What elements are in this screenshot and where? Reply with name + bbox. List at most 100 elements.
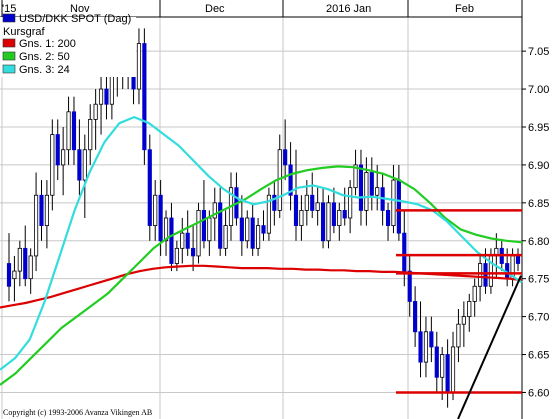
candle-body: [169, 217, 174, 264]
candle: [434, 331, 439, 393]
candle: [201, 180, 207, 249]
candle: [28, 248, 33, 294]
candle-body: [218, 202, 223, 249]
candle-body: [315, 202, 320, 211]
candle-body: [163, 217, 169, 242]
candle: [82, 134, 87, 218]
candle: [163, 210, 169, 256]
candle-body: [423, 331, 429, 363]
candle-body: [337, 210, 342, 226]
candle-body: [185, 232, 190, 249]
moving-average-line: [0, 115, 523, 371]
candle: [461, 301, 466, 347]
y-tick-label: 7.05: [528, 46, 549, 58]
candle: [55, 119, 60, 181]
candle-body: [515, 255, 521, 264]
candle-body: [33, 194, 39, 257]
candle: [418, 301, 423, 378]
candle: [369, 157, 374, 211]
candle: [239, 195, 244, 256]
candle-body: [358, 164, 364, 211]
candle: [17, 240, 22, 287]
candle: [272, 180, 277, 226]
candle: [293, 149, 299, 241]
candle-body: [44, 194, 49, 226]
candle-body: [239, 217, 244, 242]
candle: [423, 316, 429, 378]
candle: [23, 225, 28, 287]
legend-label: Gns. 1: 200: [19, 38, 76, 50]
candle-body: [250, 217, 255, 249]
candle: [407, 255, 412, 317]
legend-swatch: [2, 13, 16, 23]
y-tick-label: 6.90: [528, 160, 549, 172]
candle-body: [223, 225, 228, 249]
candle: [218, 187, 223, 256]
candle: [191, 225, 196, 272]
candle-body: [385, 210, 391, 226]
candle: [88, 104, 93, 165]
candle-body: [6, 263, 12, 287]
candle-body: [434, 346, 439, 378]
candle-body: [272, 194, 277, 211]
candle-body: [418, 331, 423, 363]
candle-body: [353, 164, 358, 189]
candle: [478, 255, 483, 302]
candle: [299, 195, 304, 241]
legend-swatch: [2, 38, 16, 48]
candle: [250, 202, 255, 256]
candle: [33, 172, 39, 272]
time-axis: '15 Nov Dec 2016 Jan Feb: [0, 0, 523, 419]
candle-body: [304, 194, 309, 211]
candle: [153, 180, 158, 241]
candle: [429, 316, 434, 363]
candle: [315, 187, 320, 226]
candle-body: [456, 323, 461, 348]
legend-label: Gns. 3: 24: [19, 64, 70, 76]
y-tick-label: 6.70: [528, 312, 549, 324]
trendline: [457, 275, 522, 419]
candle: [472, 278, 477, 317]
candle-body: [478, 263, 483, 287]
candle-body: [261, 225, 266, 234]
candle-body: [82, 149, 87, 181]
candle-body: [212, 202, 217, 219]
legend-swatch: [2, 51, 16, 61]
y-tick-label: 6.65: [528, 350, 549, 362]
candle-body: [310, 194, 315, 211]
candle: [331, 187, 336, 234]
candle-body: [88, 118, 93, 151]
candle-body: [467, 301, 472, 318]
candle-body: [191, 247, 196, 257]
candle: [44, 180, 49, 249]
candle: [66, 96, 71, 165]
candle-body: [71, 111, 77, 151]
candle-body: [142, 43, 147, 151]
candle: [223, 210, 228, 256]
x-tick-label: Nov: [70, 3, 90, 15]
candle: [348, 180, 353, 234]
candle: [326, 195, 331, 249]
candle: [77, 119, 82, 196]
candle-body: [158, 194, 163, 242]
candle-body: [201, 210, 207, 242]
candle-body: [180, 232, 185, 249]
candle: [6, 233, 12, 302]
candle-body: [326, 202, 331, 242]
candle-body: [104, 88, 109, 105]
candle: [358, 149, 364, 226]
candle-body: [50, 134, 55, 196]
candle: [12, 255, 17, 302]
candle-body: [364, 172, 369, 211]
candle: [39, 180, 44, 241]
candle-body: [61, 149, 66, 166]
candle-body: [483, 263, 488, 287]
candle-body: [407, 270, 412, 302]
candle-body: [461, 316, 466, 325]
candle: [180, 218, 185, 264]
copyright-text: Copyright (c) 1993-2006 Avanza Vikingen …: [3, 408, 152, 417]
legend-label: Gns. 2: 50: [19, 51, 70, 63]
candle-body: [445, 354, 450, 393]
candle-body: [17, 247, 22, 272]
candle: [71, 96, 77, 165]
